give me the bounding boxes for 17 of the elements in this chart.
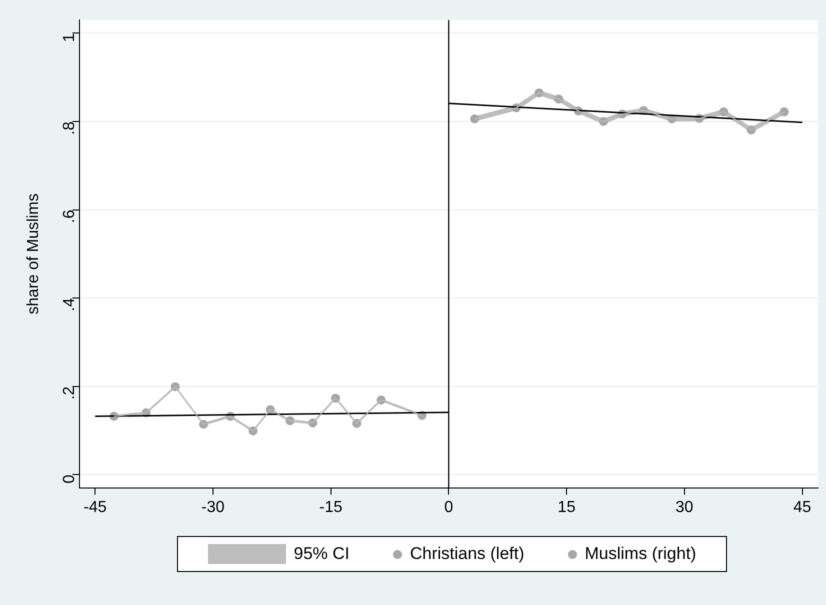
x-tick-label: -15 <box>319 498 342 516</box>
y-tick-label: .8 <box>60 121 78 135</box>
legend-label: Muslims (right) <box>584 544 696 564</box>
y-tick-label: .6 <box>60 210 78 224</box>
x-tick-label: 0 <box>444 498 454 516</box>
legend-label: Christians (left) <box>410 544 524 564</box>
y-tick-label: 0 <box>60 474 78 484</box>
x-tick-label: 15 <box>558 498 576 516</box>
legend-label: 95% CI <box>294 544 350 564</box>
x-tick-label: -30 <box>201 498 225 516</box>
x-tick-label: 30 <box>676 498 694 516</box>
y-tick-label: .4 <box>60 298 78 312</box>
x-tick-label: 45 <box>793 498 812 516</box>
y-tick-label: .2 <box>60 386 78 400</box>
x-tick-label: -45 <box>84 498 107 516</box>
y-tick-label: 1 <box>60 33 78 42</box>
y-axis-title: share of Muslims <box>25 193 42 314</box>
